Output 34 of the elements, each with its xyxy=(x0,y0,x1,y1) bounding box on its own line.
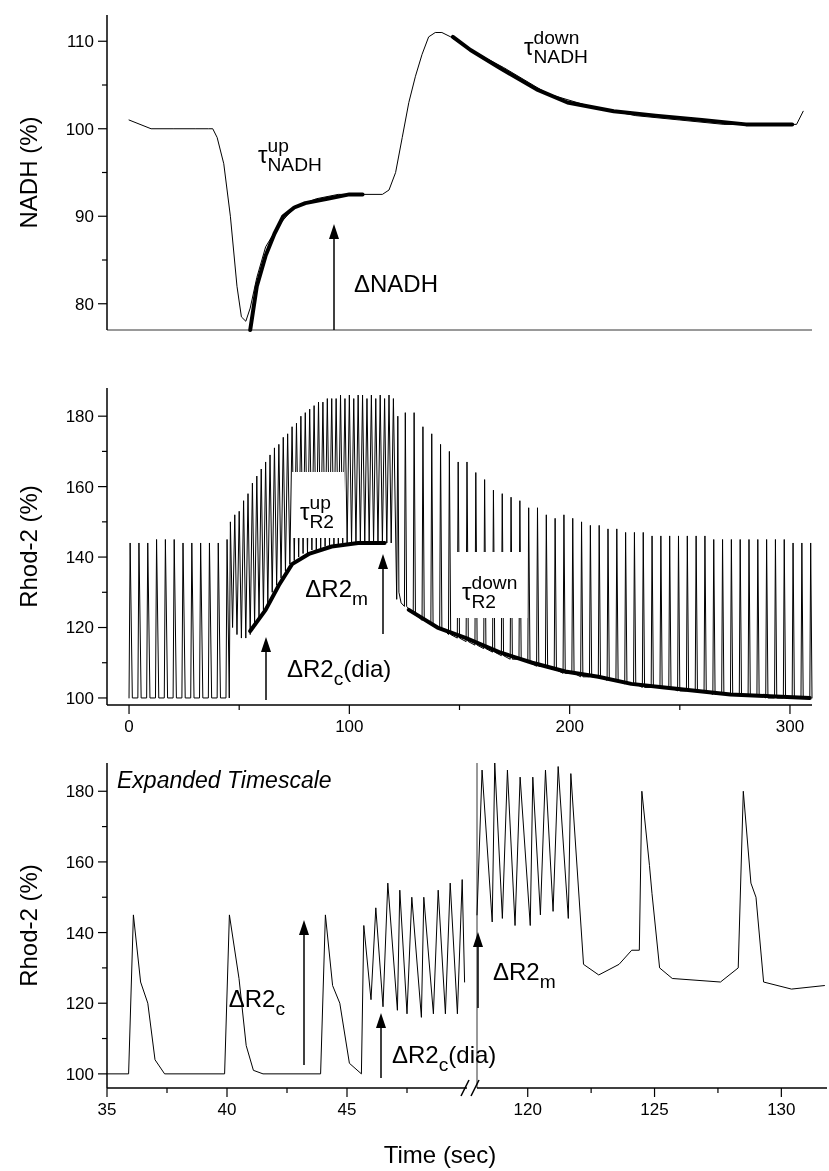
y-tick-label: 180 xyxy=(65,407,94,427)
y-axis-title: Rhod-2 (%) xyxy=(15,864,42,987)
x-axis-title: Time (sec) xyxy=(383,1141,497,1168)
y-tick-label: 160 xyxy=(65,477,94,497)
annotation: ΔR2$_{m}$ xyxy=(305,575,368,610)
y-tick-label: 110 xyxy=(66,32,94,52)
x-tick-label: 40 xyxy=(217,1100,237,1119)
y-axis-title: NADH (%) xyxy=(15,116,42,229)
y-tick-label: 140 xyxy=(65,548,94,568)
x-tick-label: 125 xyxy=(640,1100,669,1119)
y-tick-label: 90 xyxy=(75,207,94,227)
annotation: ΔR2$_{m}$ xyxy=(493,958,556,993)
x-tick-label: 120 xyxy=(513,1100,542,1119)
y-tick-label: 180 xyxy=(65,782,94,802)
annotation: Expanded Timescale xyxy=(117,767,332,793)
y-tick-label: 140 xyxy=(65,923,94,943)
x-tick-label: 0 xyxy=(124,717,134,736)
annotation: ΔR2$_{c}$(dia) xyxy=(392,1041,497,1076)
x-tick-label: 200 xyxy=(555,717,584,736)
y-tick-label: 80 xyxy=(75,294,94,314)
y-tick-label: 120 xyxy=(65,994,94,1014)
y-axis-title: Rhod-2 (%) xyxy=(15,485,42,608)
y-tick-label: 160 xyxy=(65,852,94,872)
x-tick-label: 100 xyxy=(335,717,364,736)
y-tick-label: 100 xyxy=(65,1064,94,1084)
x-tick-label: 35 xyxy=(97,1100,117,1119)
y-tick-label: 120 xyxy=(65,618,94,638)
annotation: ΔNADH xyxy=(354,270,439,297)
y-tick-label: 100 xyxy=(65,119,94,139)
y-tick-label: 100 xyxy=(65,688,94,708)
x-tick-label: 300 xyxy=(775,717,805,736)
x-tick-label: 45 xyxy=(337,1100,357,1119)
annotation: ΔR2$_{c}$(dia) xyxy=(287,655,392,690)
x-tick-label: 130 xyxy=(767,1100,796,1119)
